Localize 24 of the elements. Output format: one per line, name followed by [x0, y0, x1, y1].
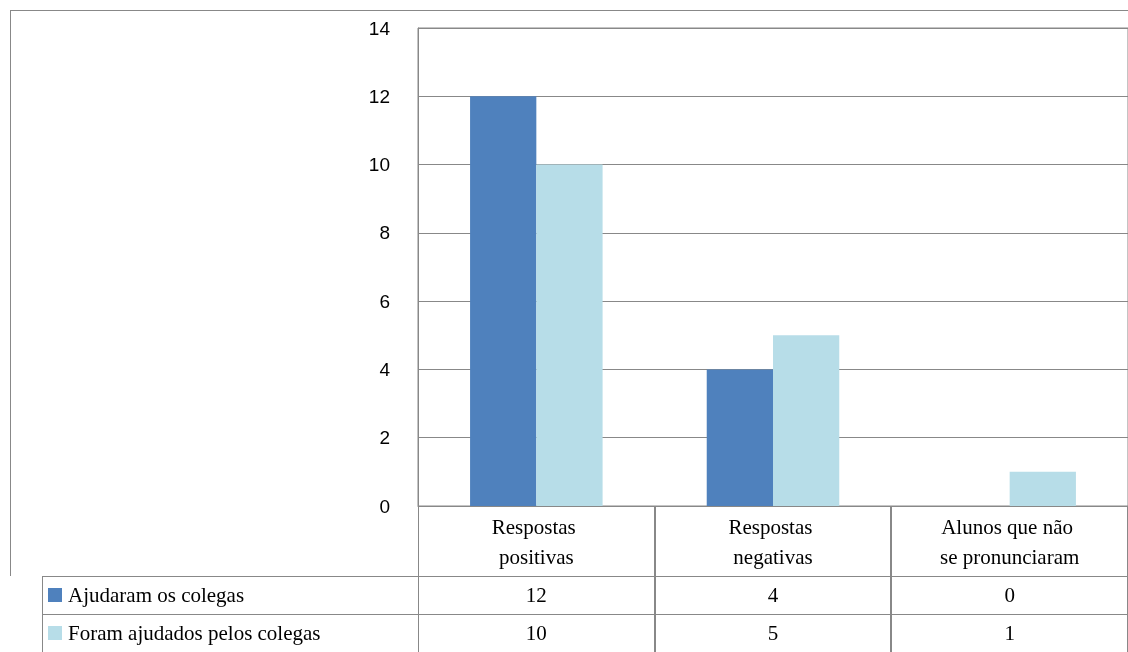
legend-label: Ajudaram os colegas — [68, 582, 245, 608]
data-label: 1 — [1004, 620, 1015, 646]
bar — [773, 335, 840, 506]
legend-label: Foram ajudados pelos colegas — [68, 620, 321, 646]
x-tick-label: Alunos que não se pronunciaram — [939, 515, 1080, 569]
data-label: 5 — [767, 620, 779, 646]
y-tick-label: 10 — [368, 154, 390, 176]
data-label: 12 — [525, 582, 547, 608]
bar — [536, 164, 603, 506]
y-tick-label: 4 — [379, 358, 391, 380]
x-tick-label: Respostas negativas — [728, 515, 818, 569]
bar — [1009, 471, 1076, 506]
data-label: 0 — [1004, 582, 1015, 608]
y-tick-label: 0 — [379, 495, 390, 517]
y-tick-label: 8 — [379, 222, 390, 244]
bar — [470, 96, 537, 506]
bar — [706, 369, 773, 506]
y-tick-label: 6 — [379, 290, 390, 312]
x-tick-label: Respostas positivas — [491, 515, 581, 569]
y-tick-label: 12 — [368, 85, 390, 107]
y-tick-label: 2 — [379, 427, 390, 449]
y-tick-label: 14 — [368, 17, 391, 39]
data-label: 4 — [767, 582, 779, 608]
data-label: 10 — [525, 620, 547, 646]
